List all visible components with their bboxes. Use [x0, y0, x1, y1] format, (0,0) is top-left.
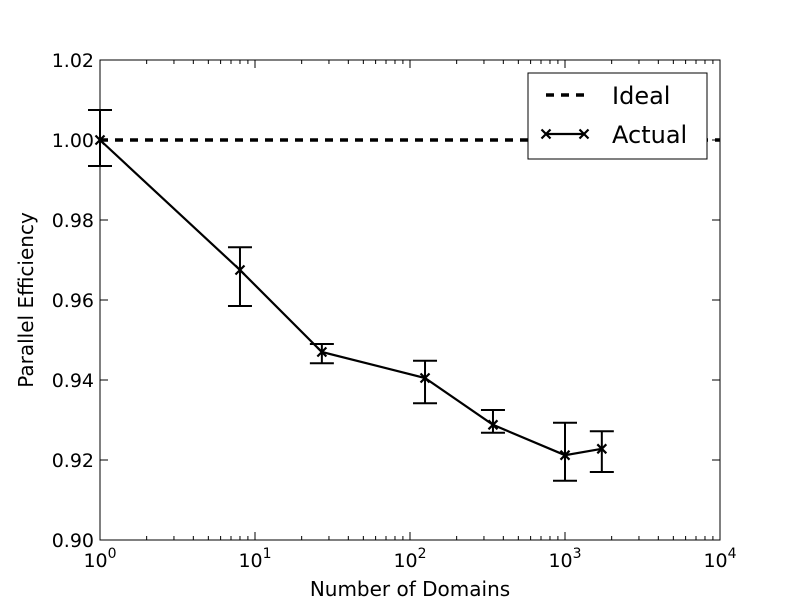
y-tick-label: 0.96	[52, 290, 94, 312]
x-tick-label: 103	[548, 546, 581, 572]
data-point-marker	[559, 449, 571, 461]
y-tick-label: 0.92	[52, 450, 94, 472]
x-tick-label: 100	[83, 546, 116, 572]
axis-tick-labels: 0.90 0.92 0.94 0.96 0.98 1.00 1.02 100 101 102 103…	[52, 50, 737, 572]
y-axis-label: Parallel Efficiency	[14, 212, 38, 388]
y-tick-label: 0.90	[52, 530, 94, 552]
data-point-marker	[596, 443, 608, 455]
y-tick-label: 1.00	[52, 130, 94, 152]
y-tick-label: 1.02	[52, 50, 94, 72]
x-tick-label: 101	[238, 546, 271, 572]
axis-ticks	[99, 59, 721, 541]
y-tick-label: 0.94	[52, 370, 94, 392]
legend-box	[527, 72, 708, 160]
data-point-marker	[419, 372, 431, 384]
data-point-marker	[234, 264, 246, 276]
y-tick-label: 0.98	[52, 210, 94, 232]
x-tick-label: 104	[703, 546, 736, 572]
x-tick-label: 102	[393, 546, 426, 572]
legend-actual-marker	[578, 128, 590, 140]
data-point-marker	[316, 346, 328, 358]
legend-actual-label: Actual	[612, 121, 687, 149]
data-point-marker	[487, 419, 499, 431]
x-axis-label: Number of Domains	[310, 577, 510, 600]
legend: Ideal Actual	[527, 72, 708, 160]
legend-ideal-label: Ideal	[612, 82, 670, 110]
legend-actual-marker	[540, 128, 552, 140]
